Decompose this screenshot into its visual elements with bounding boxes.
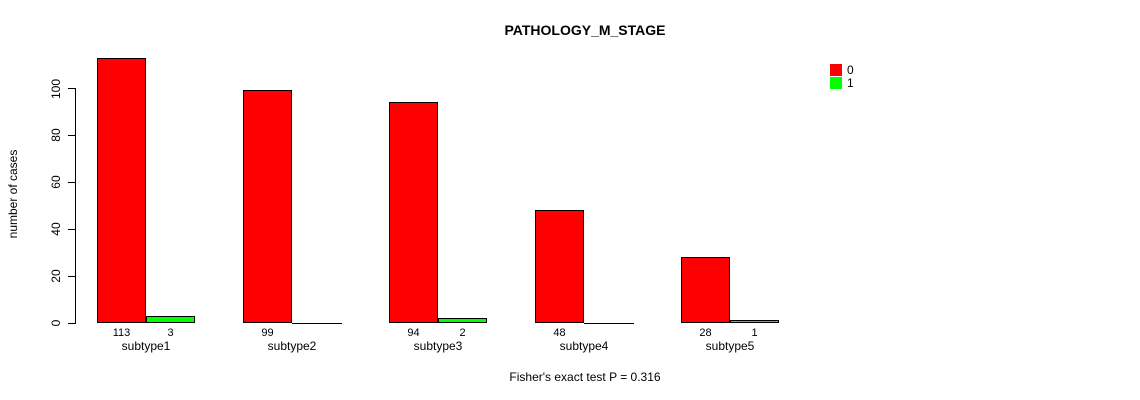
bar-series0-subtype4 bbox=[535, 210, 584, 323]
y-axis-tick-label: 60 bbox=[49, 175, 63, 190]
y-axis-tick bbox=[68, 228, 75, 230]
legend-swatch-0 bbox=[830, 63, 842, 76]
y-axis-tick bbox=[68, 88, 75, 89]
chart-title: PATHOLOGY_M_STAGE bbox=[504, 22, 666, 38]
bar-series1-subtype5 bbox=[730, 320, 779, 323]
y-axis-tick bbox=[68, 181, 75, 183]
y-axis-tick bbox=[68, 275, 75, 277]
legend-swatch-1 bbox=[830, 76, 842, 89]
legend-label: 0 bbox=[847, 62, 854, 77]
bar-series0-subtype3 bbox=[389, 102, 438, 323]
legend-item-0: 0 bbox=[830, 63, 854, 76]
y-axis-tick-label: 20 bbox=[49, 269, 63, 283]
bar-series0-subtype2 bbox=[243, 90, 292, 323]
bar-series1-subtype3 bbox=[438, 318, 487, 323]
bar-series0-subtype5 bbox=[681, 257, 730, 323]
y-axis-tick bbox=[68, 134, 75, 136]
y-axis-tick bbox=[68, 322, 75, 324]
y-axis-tick-label: 80 bbox=[49, 128, 63, 143]
category-label-subtype1: subtype1 bbox=[121, 339, 171, 353]
bar-series1-subtype1 bbox=[146, 315, 195, 323]
category-label-subtype4: subtype4 bbox=[559, 339, 609, 353]
bar-count-label: 28 bbox=[699, 327, 712, 339]
y-axis-tick-label: 100 bbox=[49, 78, 63, 99]
bar-count-label: 48 bbox=[553, 327, 566, 339]
bar-count-label: 3 bbox=[167, 327, 174, 339]
category-label-subtype5: subtype5 bbox=[705, 339, 755, 353]
category-label-subtype2: subtype2 bbox=[267, 339, 317, 353]
y-axis-tick-label: 40 bbox=[49, 222, 63, 236]
bar-count-label: 99 bbox=[261, 327, 274, 339]
y-axis-line bbox=[75, 88, 76, 324]
legend-label: 1 bbox=[847, 75, 854, 90]
bar-count-label: 1 bbox=[751, 327, 758, 339]
legend-item-1: 1 bbox=[830, 76, 854, 89]
y-axis-tick-label: 0 bbox=[49, 319, 63, 327]
bar-count-label: 113 bbox=[112, 327, 131, 339]
bar-count-label: 2 bbox=[459, 327, 466, 339]
bar-series1-subtype4-zero bbox=[584, 322, 634, 324]
category-label-subtype3: subtype3 bbox=[413, 339, 463, 353]
bar-count-label: 94 bbox=[407, 327, 420, 339]
fisher-test-annotation: Fisher's exact test P = 0.316 bbox=[509, 370, 661, 384]
y-axis-label: number of cases bbox=[6, 149, 20, 239]
bar-series1-subtype2-zero bbox=[292, 322, 342, 324]
bar-series0-subtype1 bbox=[97, 57, 146, 323]
